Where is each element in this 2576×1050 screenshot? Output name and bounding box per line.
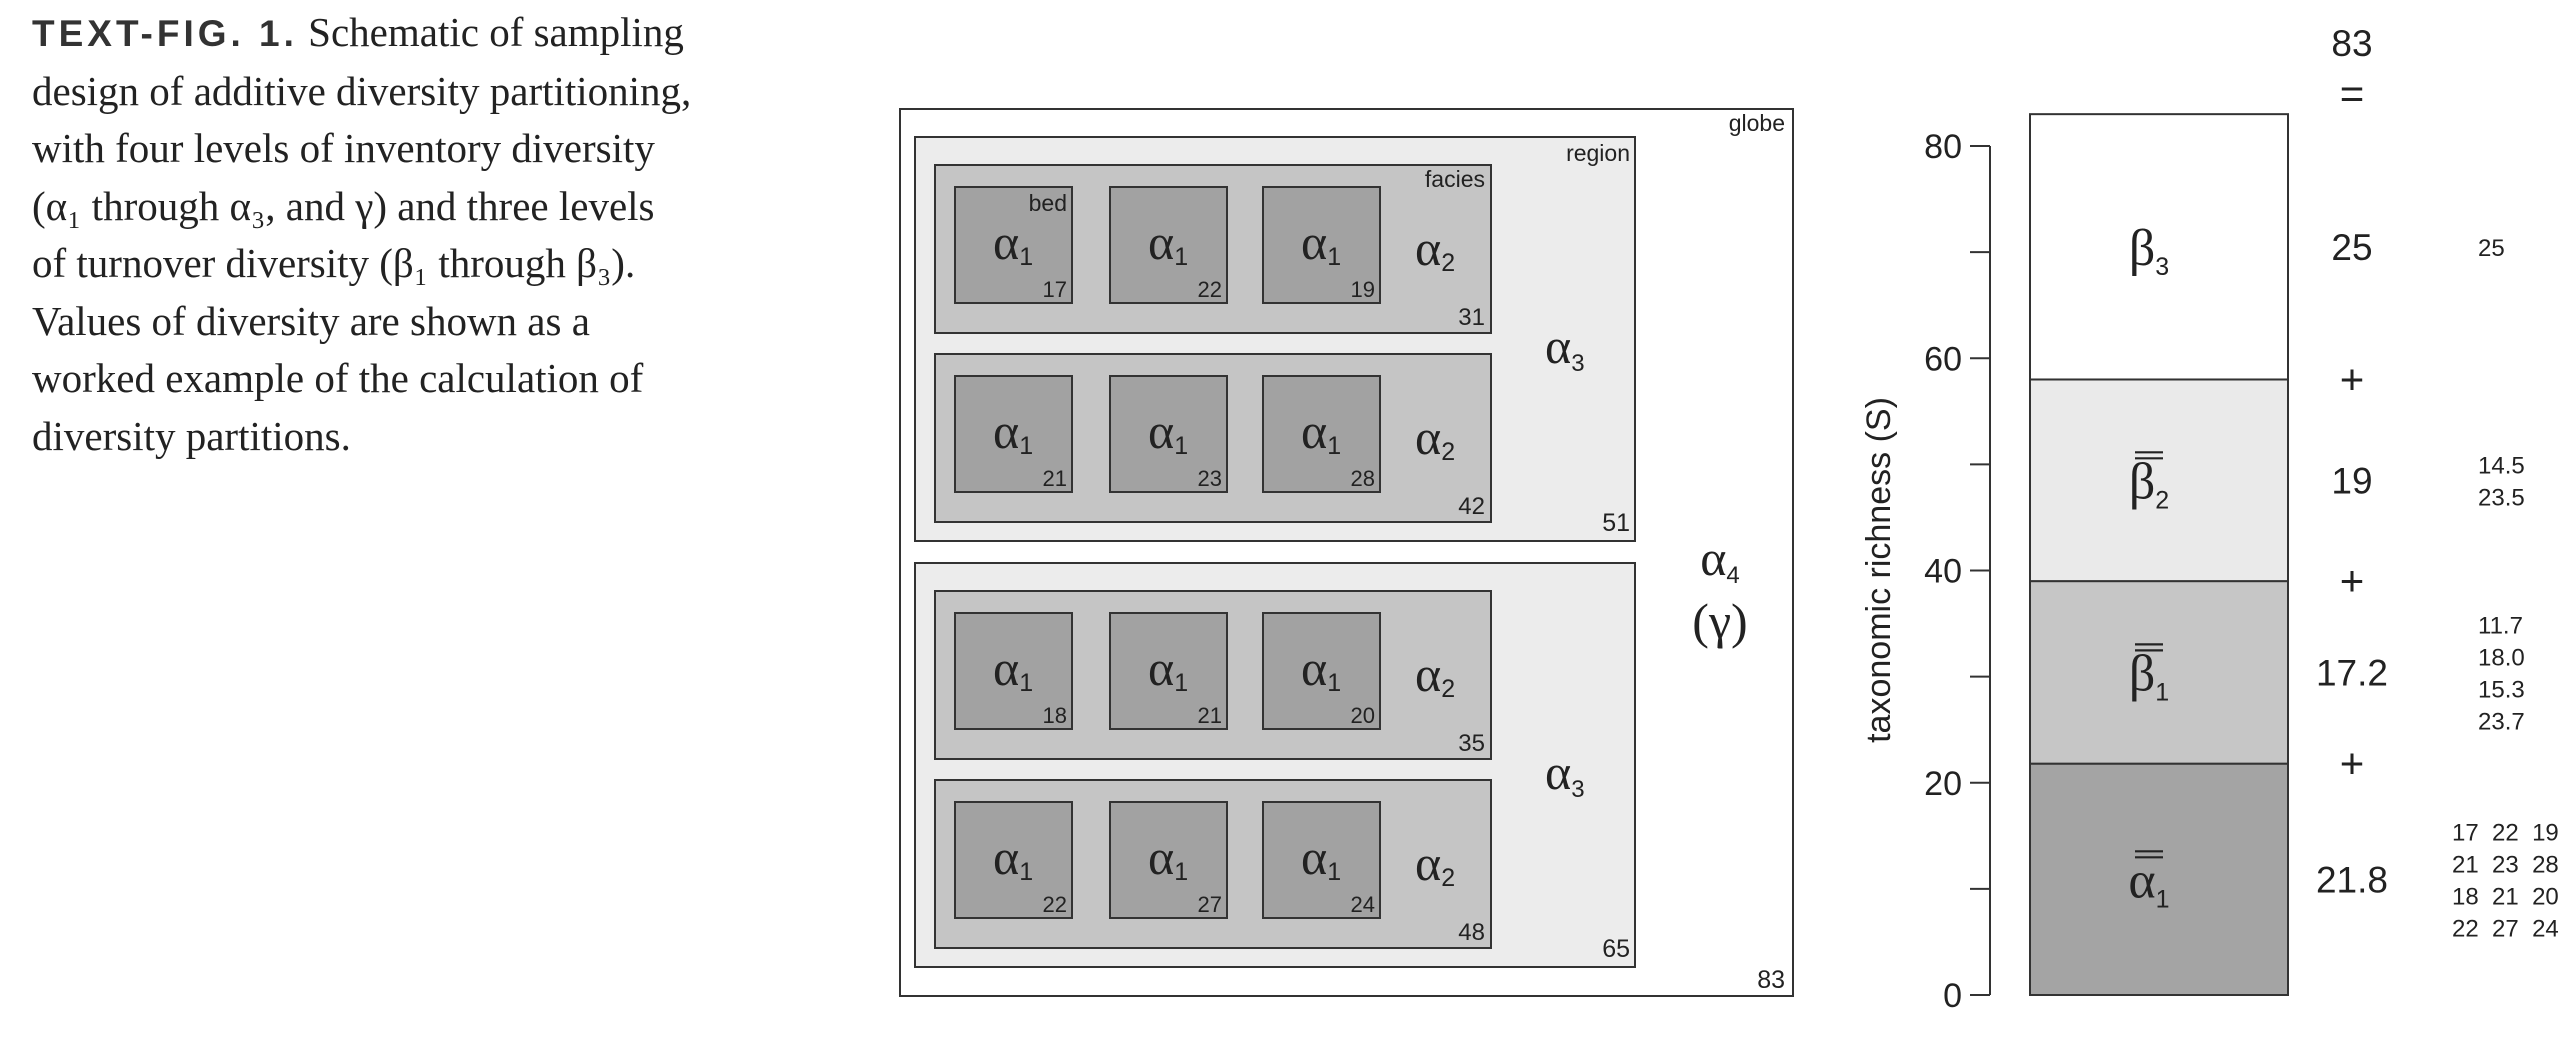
- segment-detail: 15.3: [2478, 676, 2525, 703]
- bed-value: 18: [1043, 703, 1067, 728]
- bed-value: 23: [1198, 466, 1222, 491]
- bed-box: [1109, 186, 1228, 304]
- region-label: region: [1566, 140, 1630, 166]
- plus-sign: +: [2340, 355, 2365, 402]
- bed-box: [954, 186, 1073, 304]
- alpha1-label: α1: [1301, 214, 1341, 271]
- bed-value: 17: [1043, 277, 1067, 302]
- alpha1-label: α1: [1301, 640, 1341, 697]
- bed-box: [954, 612, 1073, 730]
- alpha1-label: α1: [1301, 829, 1341, 886]
- bed-value: 22: [1043, 892, 1067, 917]
- total-label: 83: [2331, 23, 2372, 64]
- figure-caption: TEXT-FIG. 1. Schematic of sampling desig…: [32, 4, 792, 465]
- bar-segment: [2029, 580, 2289, 765]
- segment-detail: 14.5: [2478, 452, 2525, 479]
- y-tick-label: 20: [1924, 765, 1962, 803]
- bed-box: [1109, 612, 1228, 730]
- bed-label: bed: [1029, 190, 1067, 216]
- segment-detail: 17 22 19: [2452, 819, 2559, 846]
- bed-box: [1262, 801, 1381, 919]
- bar-segment: [2029, 378, 2289, 583]
- globe-value: 83: [1757, 966, 1785, 994]
- bed-value: 28: [1351, 466, 1375, 491]
- bed-box: [954, 375, 1073, 493]
- segment-detail: 21 23 28: [2452, 851, 2559, 878]
- region-value: 65: [1602, 935, 1630, 963]
- segment-detail: 18 21 20: [2452, 883, 2559, 910]
- bar-segment: [2029, 762, 2289, 997]
- bed-box: [1262, 612, 1381, 730]
- alpha1-label: α1: [993, 640, 1033, 697]
- plus-sign: +: [2340, 557, 2365, 604]
- segment-detail: 22 27 24: [2452, 915, 2559, 942]
- facies-value: 31: [1458, 304, 1485, 331]
- y-axis-label: taxonomic richness (S): [1860, 397, 1898, 743]
- segment-value-label: 25: [2331, 227, 2372, 268]
- segment-detail: 23.7: [2478, 708, 2525, 735]
- equals-sign: =: [2340, 70, 2365, 117]
- bed-box: [1109, 801, 1228, 919]
- segment-detail: 23.5: [2478, 484, 2525, 511]
- bed-value: 22: [1198, 277, 1222, 302]
- bed-value: 27: [1198, 892, 1222, 917]
- gamma-label: (γ): [1692, 593, 1747, 649]
- y-tick-label: 60: [1924, 340, 1962, 378]
- y-tick-label: 0: [1943, 977, 1962, 1015]
- bed-box: [954, 801, 1073, 919]
- bed-box: [1109, 375, 1228, 493]
- bed-value: 19: [1351, 277, 1375, 302]
- caption-label: TEXT-FIG. 1.: [32, 13, 298, 54]
- bed-value: 24: [1351, 892, 1375, 917]
- alpha1-label: α1: [1301, 403, 1341, 460]
- caption-text: Schematic of sampling design of additive…: [32, 9, 692, 459]
- facies-value: 35: [1458, 730, 1485, 757]
- facies-label: facies: [1425, 166, 1485, 192]
- bed-value: 21: [1043, 466, 1067, 491]
- plus-sign: +: [2340, 740, 2365, 787]
- facies-value: 42: [1458, 493, 1485, 520]
- globe-label: globe: [1729, 110, 1785, 136]
- segment-detail: 18.0: [2478, 644, 2525, 671]
- bed-box: [1262, 375, 1381, 493]
- bed-box: [1262, 186, 1381, 304]
- bar-segment: [2029, 113, 2289, 381]
- facies-value: 48: [1458, 919, 1485, 946]
- y-tick-label: 80: [1924, 128, 1962, 166]
- bed-value: 20: [1351, 703, 1375, 728]
- bed-value: 21: [1198, 703, 1222, 728]
- alpha1-label: α1: [993, 403, 1033, 460]
- y-tick-label: 40: [1924, 553, 1962, 591]
- segment-detail: 25: [2478, 235, 2505, 262]
- region-value: 51: [1602, 509, 1630, 537]
- segment-value-label: 19: [2331, 460, 2372, 501]
- segment-value-label: 21.8: [2316, 859, 2388, 900]
- segment-value-label: 17.2: [2316, 652, 2388, 693]
- segment-detail: 11.7: [2478, 612, 2523, 639]
